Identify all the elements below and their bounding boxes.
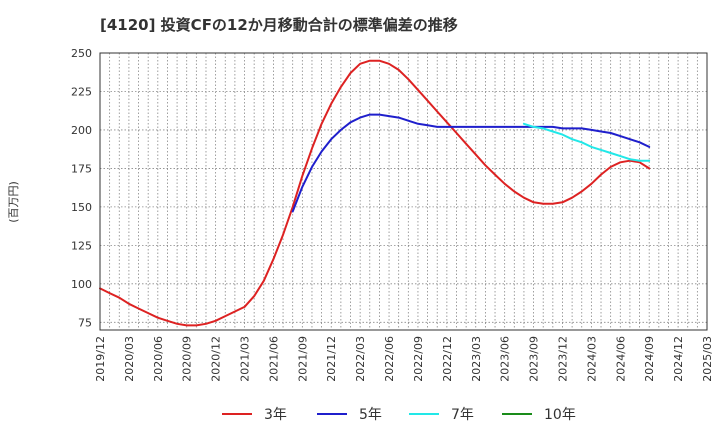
x-tick-label: 2024/12 (672, 336, 685, 382)
grid (100, 52, 707, 330)
legend-item: 3年 (222, 407, 287, 423)
x-tick-label: 2022/03 (354, 336, 367, 382)
plot-frame (99, 52, 708, 331)
y-tick-label: 175 (71, 162, 92, 175)
x-tick-label: 2020/03 (123, 336, 136, 382)
y-tick-label: 150 (71, 201, 92, 214)
x-tick-label: 2025/03 (701, 336, 714, 382)
y-tick-label: 250 (71, 47, 92, 60)
y-axis-label: (百万円) (7, 181, 20, 223)
y-tick-label: 100 (71, 278, 92, 291)
legend-item: 10年 (502, 407, 576, 423)
legend-label: 3年 (264, 407, 287, 423)
x-tick-label: 2021/06 (267, 336, 280, 382)
series-line (522, 122, 651, 162)
legend-label: 10年 (544, 407, 576, 423)
x-tick-label: 2020/06 (152, 336, 165, 382)
y-tick-label: 225 (71, 85, 92, 98)
y-tick-label: 75 (78, 316, 92, 329)
x-tick-label: 2021/09 (296, 336, 309, 382)
series-line (99, 59, 651, 327)
legend-label: 5年 (359, 407, 382, 423)
y-tick-label: 125 (71, 239, 92, 252)
x-tick-label: 2022/09 (412, 336, 425, 382)
legend: 3年 5年 7年 10年 (222, 407, 576, 423)
x-tick-label: 2024/09 (643, 336, 656, 382)
chart-title: [4120] 投資CFの12か月移動合計の標準偏差の推移 (100, 16, 458, 34)
x-tick-label: 2020/12 (210, 336, 223, 382)
legend-item: 7年 (409, 407, 474, 423)
x-tick-label: 2023/06 (499, 336, 512, 382)
x-tick-label: 2021/03 (239, 336, 252, 382)
x-tick-label: 2023/03 (470, 336, 483, 382)
x-tick-label: 2021/12 (325, 336, 338, 382)
x-tick-label: 2020/09 (181, 336, 194, 382)
x-tick-label: 2023/09 (528, 336, 541, 382)
x-tick-label: 2023/12 (556, 336, 569, 382)
series-line (291, 113, 651, 213)
legend-item: 5年 (317, 407, 382, 423)
x-tick-label: 2024/06 (614, 336, 627, 382)
x-tick-labels: 2019/12 2020/03 2020/06 2020/09 2020/12 2021/… (94, 336, 714, 382)
x-tick-label: 2022/12 (441, 336, 454, 382)
x-tick-label: 2024/03 (585, 336, 598, 382)
series-lines (99, 59, 651, 327)
y-tick-label: 200 (71, 124, 92, 137)
x-tick-label: 2022/06 (383, 336, 396, 382)
y-tick-labels: 75 100 125 150 175 200 225 250 (71, 47, 92, 329)
x-tick-label: 2019/12 (94, 336, 107, 382)
legend-label: 7年 (451, 407, 474, 423)
